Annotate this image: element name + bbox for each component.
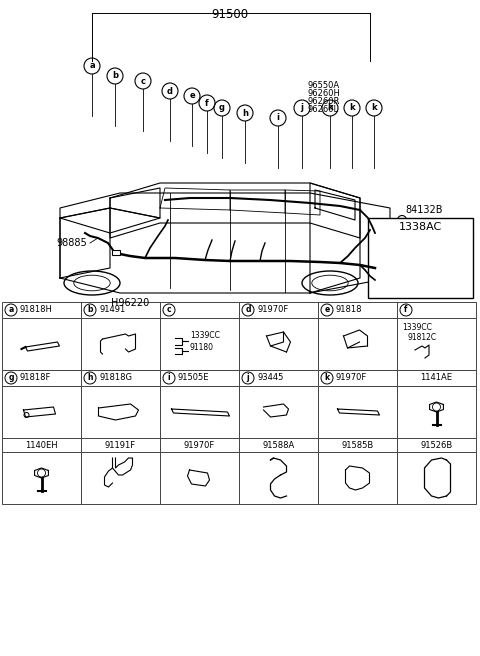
FancyBboxPatch shape (2, 318, 81, 370)
Text: a: a (89, 62, 95, 70)
FancyBboxPatch shape (2, 452, 81, 504)
Text: f: f (205, 98, 209, 108)
Text: c: c (167, 306, 171, 314)
Text: 91818: 91818 (336, 306, 362, 314)
Text: 96260L: 96260L (308, 106, 339, 115)
FancyBboxPatch shape (81, 452, 160, 504)
Text: 91818G: 91818G (99, 373, 132, 382)
FancyBboxPatch shape (2, 438, 81, 452)
FancyBboxPatch shape (81, 386, 160, 438)
Text: 98885: 98885 (57, 238, 87, 248)
Text: k: k (324, 373, 330, 382)
Text: 1339CC: 1339CC (402, 323, 432, 333)
Text: 91818F: 91818F (20, 373, 51, 382)
Text: d: d (245, 306, 251, 314)
Text: 1141AE: 1141AE (420, 373, 453, 382)
Text: 1338AC: 1338AC (399, 222, 442, 232)
Text: 93445: 93445 (257, 373, 283, 382)
Text: 91180: 91180 (190, 344, 214, 352)
Text: e: e (324, 306, 330, 314)
Text: h: h (242, 108, 248, 117)
FancyBboxPatch shape (81, 302, 160, 318)
FancyBboxPatch shape (239, 318, 318, 370)
Text: 96550A: 96550A (308, 81, 340, 91)
FancyBboxPatch shape (112, 250, 120, 255)
FancyBboxPatch shape (368, 218, 473, 298)
FancyBboxPatch shape (318, 318, 397, 370)
Text: g: g (8, 373, 14, 382)
Text: 91505E: 91505E (178, 373, 209, 382)
FancyBboxPatch shape (397, 370, 476, 386)
Text: 91491: 91491 (99, 306, 125, 314)
FancyBboxPatch shape (318, 370, 397, 386)
FancyBboxPatch shape (318, 302, 397, 318)
FancyBboxPatch shape (318, 452, 397, 504)
FancyBboxPatch shape (81, 318, 160, 370)
Text: c: c (141, 77, 145, 85)
FancyBboxPatch shape (318, 386, 397, 438)
FancyBboxPatch shape (239, 370, 318, 386)
FancyBboxPatch shape (397, 386, 476, 438)
Text: 91191F: 91191F (105, 440, 136, 449)
Text: f: f (404, 306, 408, 314)
Text: 91500: 91500 (211, 8, 249, 21)
FancyBboxPatch shape (160, 386, 239, 438)
FancyBboxPatch shape (239, 302, 318, 318)
Text: 1140EH: 1140EH (25, 440, 58, 449)
FancyBboxPatch shape (160, 370, 239, 386)
FancyBboxPatch shape (397, 318, 476, 370)
Text: 91812C: 91812C (407, 333, 436, 342)
FancyBboxPatch shape (397, 438, 476, 452)
Text: 1339CC: 1339CC (190, 331, 220, 340)
FancyBboxPatch shape (239, 452, 318, 504)
FancyBboxPatch shape (397, 452, 476, 504)
Text: 91526B: 91526B (420, 440, 453, 449)
Text: e: e (189, 91, 195, 100)
FancyBboxPatch shape (81, 438, 160, 452)
Text: i: i (276, 113, 279, 123)
Text: i: i (168, 373, 170, 382)
FancyBboxPatch shape (2, 370, 81, 386)
FancyBboxPatch shape (160, 452, 239, 504)
Text: d: d (167, 87, 173, 96)
FancyBboxPatch shape (81, 370, 160, 386)
Text: g: g (219, 104, 225, 112)
FancyBboxPatch shape (2, 302, 81, 318)
Text: 84132B: 84132B (405, 205, 443, 215)
Text: a: a (8, 306, 13, 314)
Text: 91970F: 91970F (184, 440, 215, 449)
FancyBboxPatch shape (239, 438, 318, 452)
FancyBboxPatch shape (318, 438, 397, 452)
Text: 91970F: 91970F (336, 373, 367, 382)
Text: 91585B: 91585B (341, 440, 373, 449)
Text: 91970F: 91970F (257, 306, 288, 314)
Text: H96220: H96220 (111, 298, 149, 308)
FancyBboxPatch shape (2, 386, 81, 438)
Text: 96260H: 96260H (308, 89, 341, 98)
Text: k: k (327, 104, 333, 112)
FancyBboxPatch shape (160, 318, 239, 370)
Text: 96260R: 96260R (308, 98, 340, 106)
Text: k: k (349, 104, 355, 112)
Text: 91818H: 91818H (20, 306, 53, 314)
Text: h: h (87, 373, 93, 382)
FancyBboxPatch shape (160, 302, 239, 318)
Text: b: b (87, 306, 93, 314)
FancyBboxPatch shape (160, 438, 239, 452)
FancyBboxPatch shape (239, 386, 318, 438)
Text: 91588A: 91588A (263, 440, 295, 449)
Text: b: b (112, 72, 118, 81)
Text: j: j (300, 104, 303, 112)
Text: k: k (371, 104, 377, 112)
Text: j: j (247, 373, 249, 382)
FancyBboxPatch shape (397, 302, 476, 318)
